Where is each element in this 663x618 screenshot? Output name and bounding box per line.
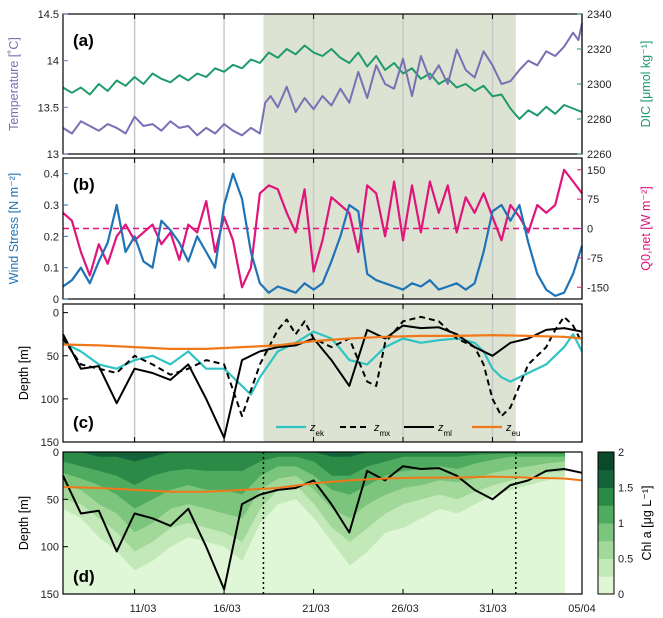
panel-d: 0 50 100 150 (d) Depth [m] 0 0.5 1 1.5 2 Chl a [μg … <box>17 447 654 601</box>
panel-label: (a) <box>73 31 94 50</box>
y-right-tick-label: 2340 <box>587 9 611 21</box>
zml-line <box>62 465 583 591</box>
y-tick-label: 100 <box>41 394 59 406</box>
wind-stress-line <box>62 172 584 297</box>
panel-b: 0 0.1 0.2 0.3 0.4 -150 -75 0 75 150 (b) Wind Stress… <box>7 157 653 306</box>
y-axis-label: Depth [m] <box>17 346 31 400</box>
y-tick-label: 50 <box>47 351 59 363</box>
y-left-tick-label: 0.3 <box>44 200 59 212</box>
x-tick-label: 26/03 <box>391 603 419 615</box>
colorbar-step <box>598 540 614 559</box>
y-right-tick-label: 0 <box>587 224 593 236</box>
x-tick-label: 05/04 <box>568 603 596 615</box>
no-data-region <box>565 452 582 594</box>
y-left-tick-label: 14.5 <box>38 9 59 21</box>
y-axis-label-right: Q0,net [W m⁻²] <box>639 186 653 270</box>
legend-entry-sub: mx <box>380 429 391 438</box>
plot-frame <box>62 451 583 595</box>
zeu-line <box>62 334 583 350</box>
colorbar-tick-label: 1 <box>618 518 624 530</box>
x-tick-labels: 11/03 16/03 21/03 26/03 31/03 05/04 <box>130 603 596 615</box>
y-axis-label-right: DIC [μmol kg⁻¹] <box>639 41 653 128</box>
y-left-tick-label: 13 <box>47 149 59 161</box>
y-right-tick-label: 2280 <box>587 114 611 126</box>
colorbar-step <box>598 487 614 506</box>
y-axis-label-left: Wind Stress [N m⁻²] <box>7 173 21 284</box>
zml-line <box>62 324 583 439</box>
colorbar-step <box>598 505 614 524</box>
y-right-tick-label: -150 <box>587 282 609 294</box>
zek-line <box>62 330 583 396</box>
panel-label: (c) <box>73 413 94 432</box>
y-left-tick-label: 0.2 <box>44 231 59 243</box>
y-right-tick-label: 2300 <box>587 79 611 91</box>
legend-entry-sub: ml <box>444 429 453 438</box>
y-right-tick-label: 2260 <box>587 149 611 161</box>
temperature-line <box>62 23 583 137</box>
y-tick-label: 150 <box>41 589 59 601</box>
y-right-tick-label: 150 <box>587 165 605 177</box>
y-axis-label: Depth [m] <box>17 496 31 550</box>
x-tick-label: 16/03 <box>213 603 241 615</box>
colorbar-step <box>598 576 614 595</box>
colorbar-frame <box>597 451 615 595</box>
y-right-tick-label: 75 <box>587 194 599 206</box>
colorbar-tick-label: 0 <box>618 589 624 601</box>
y-tick-label: 0 <box>53 447 59 459</box>
y-tick-label: 100 <box>41 542 59 554</box>
x-tick-label: 31/03 <box>479 603 507 615</box>
plot-frame <box>62 303 583 443</box>
y-right-tick-label: -75 <box>587 253 603 265</box>
colorbar-tick-label: 0.5 <box>618 554 633 566</box>
y-tick-label: 0 <box>53 308 59 320</box>
y-left-tick-label: 0 <box>53 294 59 306</box>
colorbar-label: Chl a [μg L⁻¹] <box>640 486 654 561</box>
shaded-period <box>263 304 516 442</box>
zeu-line <box>62 475 583 493</box>
colorbar-step <box>598 469 614 488</box>
y-right-tick-label: 2320 <box>587 44 611 56</box>
y-left-tick-label: 14 <box>47 56 59 68</box>
legend-entry-sub: ek <box>316 429 325 438</box>
panel-a: 13 13.5 14 14.5 2260 2280 2300 2320 2340 (a) Tempe… <box>7 9 653 161</box>
panel-label: (d) <box>73 567 95 586</box>
colorbar-step <box>598 452 614 471</box>
colorbar-tick-label: 1.5 <box>618 483 633 495</box>
y-left-tick-label: 0.4 <box>44 169 59 181</box>
colorbar-tick-label: 2 <box>618 447 624 459</box>
y-left-tick-label: 13.5 <box>38 102 59 114</box>
x-tick-label: 21/03 <box>302 603 330 615</box>
y-left-tick-label: 0.1 <box>44 263 59 275</box>
dic-line <box>62 44 583 120</box>
colorbar-step <box>598 523 614 542</box>
colorbar-step <box>598 558 614 577</box>
chl-contour-level <box>63 452 565 486</box>
y-tick-label: 150 <box>41 437 59 449</box>
shaded-period <box>263 14 516 154</box>
q0-line <box>62 168 583 289</box>
x-tick-label: 11/03 <box>130 603 157 615</box>
legend-entry-sub: eu <box>512 429 521 438</box>
y-tick-label: 50 <box>47 494 59 506</box>
panel-label: (b) <box>73 175 95 194</box>
y-axis-label-left: Temperature [˚C] <box>7 37 21 131</box>
chl-contour-level <box>63 452 565 462</box>
